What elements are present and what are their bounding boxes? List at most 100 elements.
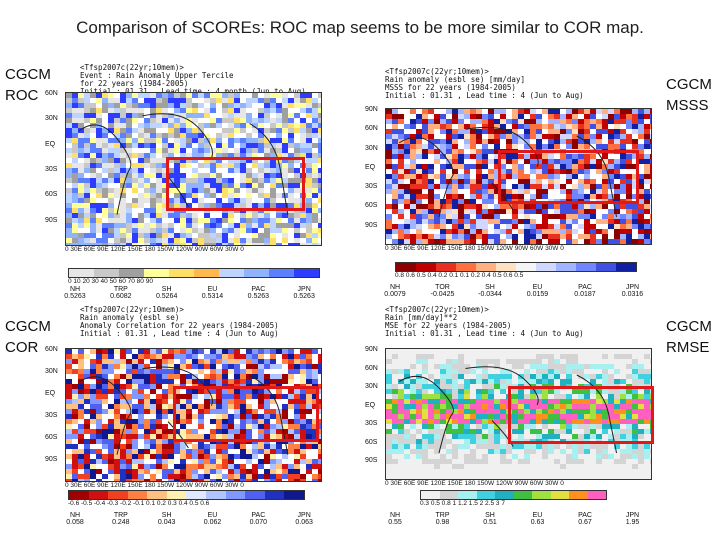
colorbar-swatch (144, 269, 169, 277)
score-map (385, 108, 652, 245)
region-stats: NH 0.55 TRP 0.98 SH 0.51 EU 0.63 PAC 0.67 JPN 1.95 (375, 512, 660, 532)
panel-header: <Tfsp2007c(22yr;10mem)> Rain anomaly (esb… (80, 306, 279, 338)
colorbar-swatch (476, 263, 496, 271)
stat-value: 0.0159 (526, 291, 549, 298)
lat-label: 60S (365, 202, 378, 210)
colorbar-swatch (532, 491, 551, 499)
colorbar-swatch (496, 263, 516, 271)
lon-labels: 0 30E 60E 90E 120E 150E 180 150W 120W 90… (385, 480, 564, 487)
colorbar-swatch (166, 491, 187, 499)
colorbar-swatch (587, 491, 606, 499)
lon-labels: 0 30E 60E 90E 120E 150E 180 150W 120W 90… (65, 246, 244, 253)
stat-cell: PAC 0.0187 (565, 284, 605, 298)
lat-label: 60S (365, 438, 378, 446)
header-line: <Tfsp2007c(22yr;10mem)> (80, 305, 184, 314)
stat-region: PAC (578, 512, 592, 519)
coastline (167, 176, 189, 208)
header-line: MSE for 22 years (1984-2005) (385, 321, 512, 330)
lat-label: 30S (45, 412, 58, 419)
header-line: Initial : 01.31 , Lead time : 4 (Jun to … (80, 329, 279, 338)
panel-header: <Tfsp2007c(22yr;10mem)> Rain [mm/day]**2 M… (385, 306, 584, 338)
colorbar-swatch (416, 263, 436, 271)
coastline (576, 135, 618, 218)
colorbar-swatch (536, 263, 556, 271)
stat-value: 0.043 (157, 519, 176, 526)
label-model: CGCM (5, 66, 51, 83)
header-line: <Tfsp2007c(22yr;10mem)> (80, 63, 184, 72)
stat-value: -0.0425 (430, 291, 455, 298)
stat-region: SH (485, 512, 495, 519)
colorbar-swatch (169, 269, 194, 277)
colorbar-swatch (550, 491, 569, 499)
colorbar (420, 490, 607, 500)
stat-cell: TRP 0.248 (101, 512, 141, 526)
colorbar-swatch (186, 491, 207, 499)
stat-cell: SH -0.0344 (470, 284, 510, 298)
coastline (398, 375, 454, 454)
header-line: <Tfsp2007c(22yr;10mem)> (385, 67, 489, 76)
stat-value: 0.55 (388, 519, 402, 526)
region-stats: NH 0.5263 TRP 0.6082 SH 0.5264 EU 0.5314 PAC 0.52… (55, 286, 330, 306)
lat-label: 60N (45, 90, 58, 97)
stat-region: EU (532, 512, 543, 519)
stat-cell: EU 0.63 (518, 512, 558, 526)
colorbar-swatch (294, 269, 319, 277)
coastline (491, 182, 514, 211)
lat-label: 60S (45, 434, 58, 441)
stat-cell: SH 0.043 (147, 512, 187, 526)
score-map (65, 92, 322, 246)
stat-cell: SH 0.51 (470, 512, 510, 526)
stat-value: 0.5314 (201, 293, 224, 300)
colorbar-swatch (596, 263, 616, 271)
lat-label: 90S (365, 457, 378, 465)
stat-value: 1.95 (625, 519, 640, 526)
colorbar-swatch (516, 263, 536, 271)
colorbar (395, 262, 637, 272)
coastline (78, 376, 132, 455)
lat-label: 90S (45, 456, 58, 463)
lat-label: 30N (45, 368, 58, 375)
lon-labels: 0 30E 60E 90E 120E 150E 180 150W 120W 90… (385, 245, 564, 252)
stat-region: SH (161, 286, 172, 293)
highlight-box (173, 386, 319, 442)
stat-cell: TRP 0.98 (423, 512, 463, 526)
colorbar (68, 268, 320, 278)
colorbar-swatch (495, 491, 514, 499)
stat-cell: JPN 0.0316 (613, 284, 653, 298)
label-model: CGCM (5, 318, 51, 335)
highlight-box (498, 150, 639, 204)
lat-label: 90S (45, 216, 58, 224)
colorbar-swatch (245, 491, 265, 499)
coastline (398, 136, 454, 218)
colorbar-swatch (206, 491, 226, 499)
label-score: RMSE (666, 339, 710, 356)
stat-cell: JPN 0.5263 (284, 286, 324, 300)
map-field (66, 93, 321, 245)
colorbar-swatch (476, 491, 495, 499)
stat-region: EU (207, 286, 218, 293)
lat-label: 60N (365, 125, 378, 133)
lat-label: 60N (365, 364, 378, 372)
stat-region: NH (389, 284, 401, 291)
header-line: for 22 years (1984-2005) (80, 79, 189, 88)
stat-region: TRP (113, 512, 128, 519)
lat-label: 30S (45, 166, 58, 173)
stat-region: JPN (625, 512, 640, 519)
lat-label: 90S (365, 221, 378, 229)
lat-label: 30N (365, 383, 378, 391)
stat-value: 0.058 (66, 519, 84, 526)
stat-region: TRP (113, 286, 128, 293)
coastline (491, 420, 514, 447)
stat-region: NH (69, 286, 81, 293)
colorbar-swatch (569, 491, 588, 499)
lat-label: EQ (45, 390, 56, 397)
stat-value: 0.63 (530, 519, 545, 526)
coastline (249, 122, 289, 215)
colorbar-swatch (127, 491, 148, 499)
coastline (465, 366, 539, 406)
stat-cell: PAC 0.67 (565, 512, 605, 526)
label-score: COR (5, 339, 39, 356)
stat-cell: EU 0.062 (193, 512, 233, 526)
stat-cell: NH 0.5263 (55, 286, 95, 300)
stat-region: SH (485, 284, 495, 291)
